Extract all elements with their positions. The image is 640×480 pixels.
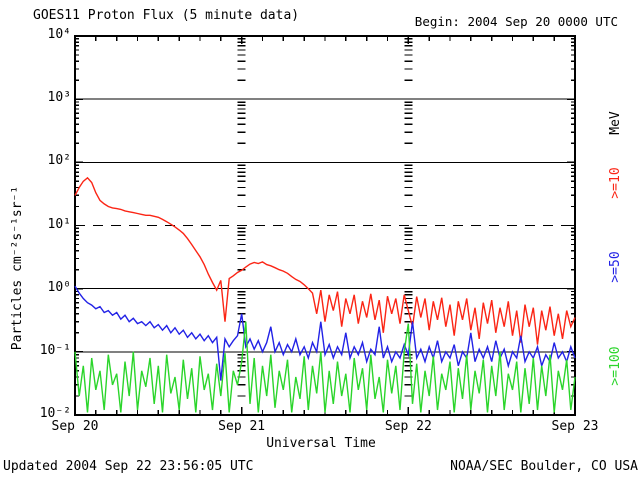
x-tick-label: Sep 22 — [384, 419, 432, 434]
updated-timestamp: Updated 2004 Sep 22 23:56:05 UTC — [3, 459, 254, 474]
legend-series-ge50-label: >=50 — [608, 251, 623, 283]
y-tick-label: 10³ — [47, 90, 71, 106]
y-tick-label: 10⁴ — [47, 27, 71, 42]
chart-title: GOES11 Proton Flux (5 minute data) — [33, 8, 300, 23]
series-line-gege100 — [74, 321, 576, 413]
x-tick-label: Sep 23 — [551, 419, 599, 434]
x-axis-title: Universal Time — [266, 436, 376, 451]
source-attribution: NOAA/SEC Boulder, CO USA — [450, 459, 638, 474]
y-tick-label: 10⁰ — [47, 279, 71, 295]
legend-series-ge100-label: >=100 — [608, 346, 623, 386]
y-axis-title: Particles cm⁻²s⁻¹sr⁻¹ — [10, 185, 25, 351]
series-line-gege50 — [74, 285, 576, 381]
y-tick-label: 10¹ — [47, 216, 71, 232]
y-tick-label: 10⁻² — [39, 406, 71, 421]
x-tick-label: Sep 21 — [218, 419, 266, 434]
series-line-gege10 — [74, 176, 576, 345]
x-tick-label: Sep 20 — [51, 419, 99, 434]
begin-timestamp: Begin: 2004 Sep 20 0000 UTC — [414, 14, 618, 29]
y-tick-label: 10⁻¹ — [39, 342, 71, 358]
y-tick-label: 10² — [47, 153, 71, 169]
